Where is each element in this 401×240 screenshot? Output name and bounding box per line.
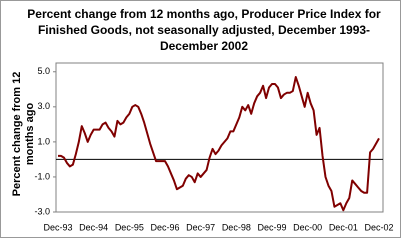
x-tick-label: Dec-96 xyxy=(150,222,179,232)
plot: -3.0 -1.0 1.0 3.0 5.0 Dec-93 Dec-94 Dec-95 Dec-9… xyxy=(34,62,394,232)
y-tick-label: -3.0 xyxy=(34,206,50,216)
data-line xyxy=(58,76,380,212)
x-tick-label: Dec-97 xyxy=(186,222,215,232)
x-tick-label: Dec-99 xyxy=(257,222,286,232)
x-tick-label: Dec-98 xyxy=(222,222,251,232)
x-tick-label: Dec-94 xyxy=(79,222,108,232)
x-tick-label: Dec-02 xyxy=(364,222,393,232)
plot-area xyxy=(55,62,384,213)
y-tick-label: 3.0 xyxy=(37,101,50,111)
y-tick-label: -1.0 xyxy=(34,171,50,181)
x-tick-label: Dec-93 xyxy=(43,222,72,232)
y-tick-label: 5.0 xyxy=(37,66,50,76)
x-tick-label: Dec-00 xyxy=(293,222,322,232)
y-tick-label: 1.0 xyxy=(37,136,50,146)
chart-title: Percent change from 12 months ago, Produ… xyxy=(27,7,381,53)
x-tick-label: Dec-01 xyxy=(329,222,358,232)
x-tick-label: Dec-95 xyxy=(115,222,144,232)
